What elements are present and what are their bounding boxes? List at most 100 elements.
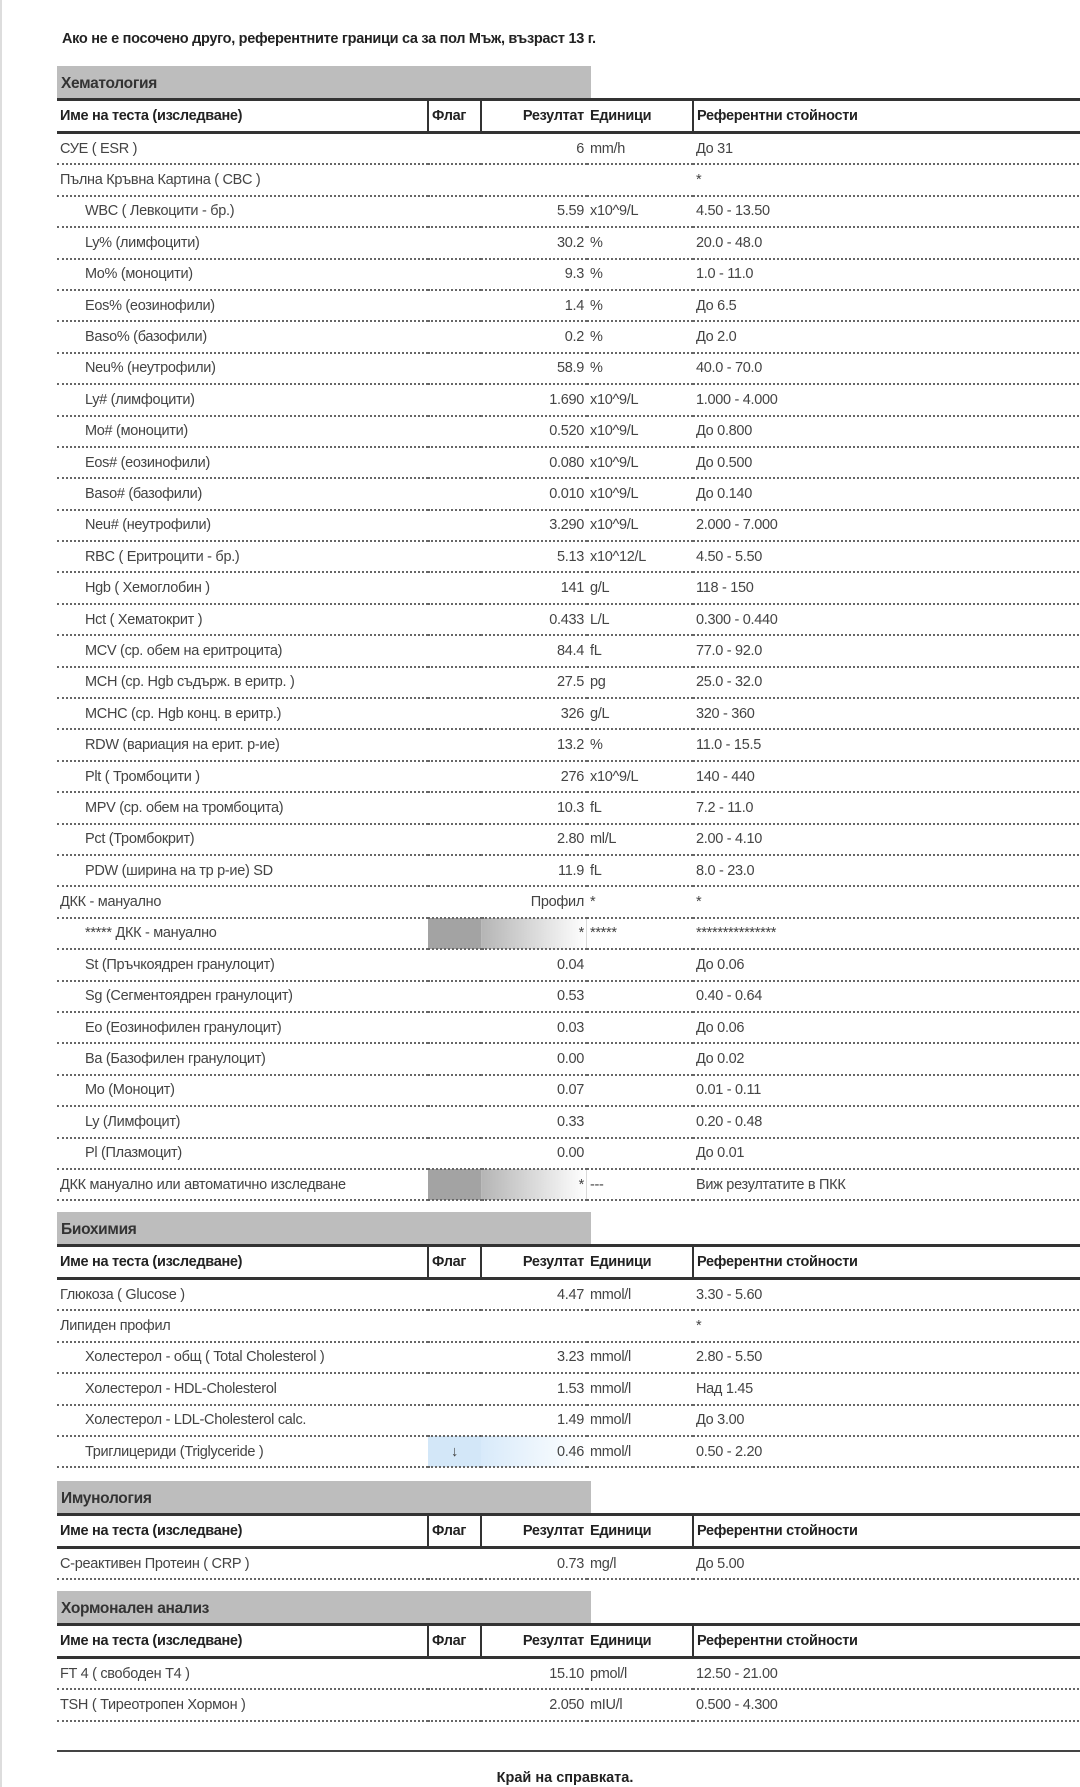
- result-value: 58.9: [481, 352, 587, 386]
- result-value: [481, 164, 587, 197]
- result-value: *: [481, 917, 587, 951]
- flag-cell: [428, 635, 481, 668]
- units: mIU/l: [587, 1689, 693, 1722]
- reference-range: 12.50 - 21.00: [693, 1657, 1080, 1691]
- units: ---: [587, 1168, 693, 1202]
- flag-cell: [428, 1404, 481, 1437]
- units: g/L: [587, 698, 693, 731]
- flag-cell: [428, 729, 481, 762]
- units: fL: [587, 792, 693, 825]
- units: [587, 1137, 693, 1170]
- test-name: RDW (вариация на ерит. р-ие): [57, 729, 428, 762]
- flag-cell: [428, 698, 481, 731]
- test-name: Sg (Сегментоядрен гранулоцит): [57, 980, 428, 1013]
- section-3: Хормонален анализ Име на теста (изследва…: [57, 1591, 1080, 1722]
- units: [587, 980, 693, 1013]
- col-name: Име на теста (изследване): [57, 1623, 428, 1659]
- reference-range: 11.0 - 15.5: [693, 729, 1080, 762]
- reference-range: 2.80 - 5.50: [693, 1341, 1080, 1375]
- units: %: [587, 289, 693, 323]
- flag-cell: [428, 1106, 481, 1139]
- test-name: FT 4 ( свободен Т4 ): [57, 1657, 428, 1691]
- test-name: Холестерол - общ ( Total Cholesterol ): [57, 1341, 428, 1375]
- units: %: [587, 321, 693, 354]
- flag-cell: [428, 792, 481, 825]
- units: mmol/l: [587, 1373, 693, 1406]
- table-row: MCHC (ср. Hgb конц. в еритр.) 326 g/L 32…: [57, 698, 1080, 731]
- units: [587, 1011, 693, 1045]
- table-row: RDW (вариация на ерит. р-ие) 13.2 % 11.0…: [57, 729, 1080, 762]
- result-value: [481, 1310, 587, 1343]
- table-row: Триглицериди (Triglyceride ) ↓ 0.46 mmol…: [57, 1435, 1080, 1469]
- result-value: 0.00: [481, 1137, 587, 1170]
- flag-cell: [428, 1168, 482, 1202]
- flag-cell: [428, 917, 482, 951]
- units: [587, 1074, 693, 1108]
- reference-range: 0.500 - 4.300: [693, 1689, 1080, 1722]
- table-header: Име на теста (изследване) Флаг Резултат …: [57, 1623, 1080, 1659]
- table-row: St (Пръчкоядрен гранулоцит) 0.04 До 0.06: [57, 949, 1080, 982]
- units: %: [587, 729, 693, 762]
- units: mmol/l: [587, 1435, 693, 1469]
- section-1: Биохимия Име на теста (изследване) Флаг …: [57, 1212, 1080, 1469]
- reference-range: До 6.5: [693, 289, 1080, 323]
- table-row: Neu# (неутрофили) 3.290 x10^9/L 2.000 - …: [57, 509, 1080, 543]
- reference-range: 320 - 360: [693, 698, 1080, 731]
- col-name: Име на теста (изследване): [57, 98, 428, 134]
- result-value: 6: [481, 132, 587, 166]
- flag-cell: [428, 949, 481, 982]
- test-name: Ba (Базофилен гранулоцит): [57, 1043, 428, 1076]
- col-flag: Флаг: [427, 1244, 482, 1280]
- flag-cell: [428, 603, 481, 637]
- reference-range: 40.0 - 70.0: [693, 352, 1080, 386]
- test-name: СУЕ ( ESR ): [57, 132, 428, 166]
- units: pg: [587, 666, 693, 700]
- test-name: Pct (Тромбокрит): [57, 823, 428, 856]
- flag-cell: [428, 1341, 481, 1375]
- col-ref: Референтни стойности: [693, 1513, 1080, 1549]
- col-units: Единици: [587, 98, 694, 134]
- result-value: 0.07: [481, 1074, 587, 1108]
- reference-range: До 3.00: [693, 1404, 1080, 1437]
- table-row: ДКК мануално или автоматично изследване …: [57, 1168, 1080, 1202]
- result-value: 27.5: [481, 666, 587, 700]
- table-row: Ly (Лимфоцит) 0.33 0.20 - 0.48: [57, 1106, 1080, 1139]
- test-name: MCHC (ср. Hgb конц. в еритр.): [57, 698, 428, 731]
- test-name: С-реактивен Протеин ( CRP ): [57, 1547, 428, 1581]
- result-value: 3.290: [481, 509, 587, 543]
- table-row: Ba (Базофилен гранулоцит) 0.00 До 0.02: [57, 1043, 1080, 1076]
- col-result: Резултат: [481, 1244, 587, 1280]
- units: %: [587, 227, 693, 260]
- table-row: Холестерол - HDL-Cholesterol 1.53 mmol/l…: [57, 1373, 1080, 1406]
- result-value: 0.04: [481, 949, 587, 982]
- result-value: 3.23: [481, 1341, 587, 1375]
- table-row: Plt ( Тромбоцити ) 276 x10^9/L 140 - 440: [57, 760, 1080, 794]
- reference-range: До 0.800: [693, 415, 1080, 448]
- flag-cell: [428, 1657, 481, 1691]
- reference-range: До 0.140: [693, 478, 1080, 511]
- result-value: 141: [481, 572, 587, 605]
- table-header: Име на теста (изследване) Флаг Резултат …: [57, 1244, 1080, 1280]
- result-value: 13.2: [481, 729, 587, 762]
- reference-range: 1.000 - 4.000: [693, 384, 1080, 417]
- table-row: С-реактивен Протеин ( CRP ) 0.73 mg/l До…: [57, 1547, 1080, 1581]
- reference-range: *: [693, 164, 1080, 197]
- col-ref: Референтни стойности: [693, 1623, 1080, 1659]
- units: fL: [587, 854, 693, 888]
- reference-range: 140 - 440: [693, 760, 1080, 794]
- col-name: Име на теста (изследване): [57, 1513, 428, 1549]
- flag-cell: [428, 1137, 481, 1170]
- reference-range: *: [693, 886, 1080, 919]
- result-value: 11.9: [481, 854, 587, 888]
- test-name: Eo (Еозинофилен гранулоцит): [57, 1011, 428, 1045]
- units: mmol/l: [587, 1404, 693, 1437]
- test-name: Hgb ( Хемоглобин ): [57, 572, 428, 605]
- flag-cell: [428, 384, 481, 417]
- test-name: St (Пръчкоядрен гранулоцит): [57, 949, 428, 982]
- flag-cell: [428, 509, 481, 543]
- units: g/L: [587, 572, 693, 605]
- flag-cell: [428, 1547, 481, 1581]
- flag-cell: [428, 1278, 481, 1312]
- result-value: 84.4: [481, 635, 587, 668]
- result-value: 1.690: [481, 384, 587, 417]
